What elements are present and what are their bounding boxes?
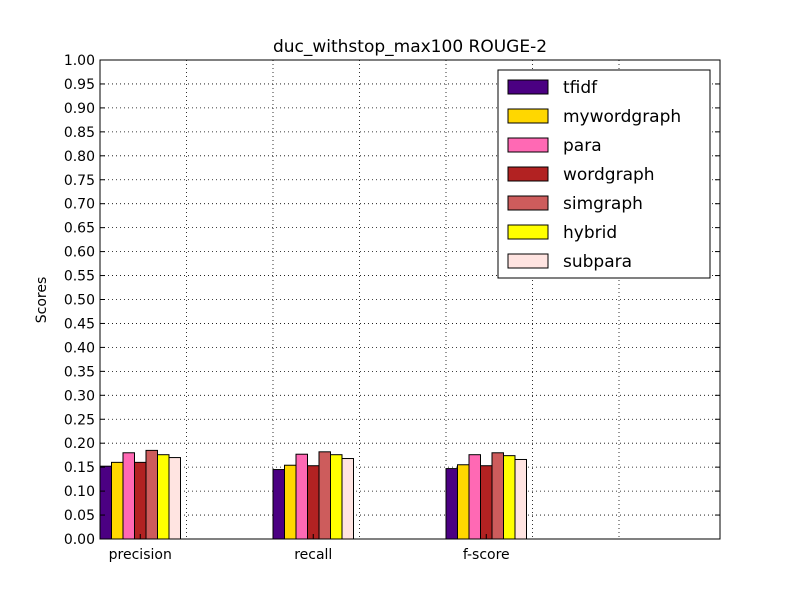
bar-tfidf-f-score: [445, 468, 458, 540]
y-tick-label: 1.00: [64, 53, 95, 69]
bar-simgraph-f-score: [491, 452, 504, 540]
legend-swatch-subpara: [507, 253, 549, 269]
y-tick-label: 0.85: [64, 125, 95, 141]
y-tick-label: 0.40: [64, 340, 95, 356]
legend-label-hybrid: hybrid: [563, 223, 617, 243]
y-axis-label: Scores: [34, 277, 50, 324]
legend-swatch-tfidf: [507, 79, 549, 95]
bar-subpara-recall: [341, 458, 354, 540]
bar-wordgraph-f-score: [480, 465, 493, 540]
legend-label-tfidf: tfidf: [563, 78, 598, 98]
y-tick-label: 0.15: [64, 460, 95, 476]
y-tick-label: 0.00: [64, 532, 95, 548]
bar-hybrid-precision: [157, 454, 170, 540]
y-tick-label: 0.80: [64, 149, 95, 165]
y-tick-label: 0.75: [64, 173, 95, 189]
legend-label-wordgraph: wordgraph: [563, 165, 655, 185]
bar-para-f-score: [468, 454, 481, 540]
legend: tfidf mywordgraph para wordgraph simgraph hyb…: [497, 69, 711, 279]
y-tick-label: 0.95: [64, 77, 95, 93]
legend-swatch-simgraph: [507, 195, 549, 211]
legend-swatch-wordgraph: [507, 166, 549, 182]
bar-wordgraph-recall: [307, 465, 320, 540]
bar-subpara-f-score: [514, 458, 527, 540]
x-tick-label: precision: [109, 547, 172, 563]
bar-para-precision: [122, 452, 135, 540]
y-tick-label: 0.35: [64, 364, 95, 380]
chart-title: duc_withstop_max100 ROUGE-2: [273, 37, 547, 57]
y-tick-label: 0.50: [64, 293, 95, 309]
y-tick-label: 0.45: [64, 316, 95, 332]
legend-label-simgraph: simgraph: [563, 194, 643, 214]
bar-wordgraph-precision: [134, 461, 147, 540]
legend-swatch-para: [507, 137, 549, 153]
x-tick-label: recall: [294, 547, 332, 563]
legend-swatch-mywordgraph: [507, 108, 549, 124]
y-tick-label: 0.10: [64, 484, 95, 500]
bar-mywordgraph-recall: [284, 464, 297, 540]
legend-label-mywordgraph: mywordgraph: [563, 107, 681, 127]
y-tick-label: 0.65: [64, 221, 95, 237]
bar-simgraph-precision: [145, 449, 158, 540]
y-tick-label: 0.90: [64, 101, 95, 117]
bar-mywordgraph-f-score: [457, 464, 470, 540]
legend-label-para: para: [563, 136, 602, 156]
bar-subpara-precision: [168, 457, 181, 540]
x-tick-label: f-score: [463, 547, 510, 563]
y-tick-label: 0.20: [64, 436, 95, 452]
axis-ticks: 0.00 0.05 0.10 0.15 0.20 0.25 0.30 0.35 0.40 0.45…: [64, 53, 720, 563]
bar-tfidf-recall: [272, 469, 285, 540]
bars: [99, 449, 527, 540]
bar-para-recall: [295, 453, 308, 540]
y-tick-label: 0.55: [64, 269, 95, 285]
y-tick-label: 0.25: [64, 412, 95, 428]
legend-label-subpara: subpara: [563, 252, 632, 272]
bar-hybrid-recall: [330, 454, 343, 540]
y-tick-label: 0.70: [64, 197, 95, 213]
y-tick-label: 0.60: [64, 245, 95, 261]
bar-hybrid-f-score: [503, 455, 516, 540]
y-tick-label: 0.30: [64, 388, 95, 404]
y-tick-label: 0.05: [64, 508, 95, 524]
bar-tfidf-precision: [99, 465, 112, 540]
bar-simgraph-recall: [318, 451, 331, 540]
legend-swatch-hybrid: [507, 224, 549, 240]
bar-mywordgraph-precision: [111, 461, 124, 540]
